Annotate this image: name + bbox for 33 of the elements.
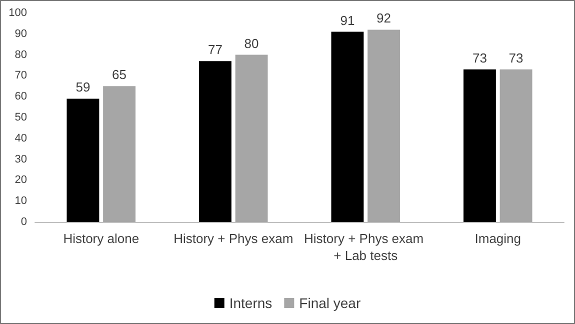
data-label: 92 (376, 10, 392, 26)
y-tick-label: 0 (20, 216, 27, 228)
x-tick-label: History alone (63, 231, 140, 246)
data-label: 73 (508, 50, 524, 66)
y-tick-label: 100 (8, 7, 27, 19)
y-tick-label: 70 (14, 70, 27, 82)
data-label: 73 (472, 50, 487, 66)
bar (235, 54, 268, 222)
legend-label: Final year (299, 295, 361, 311)
data-label: 91 (340, 12, 355, 28)
bar (66, 98, 100, 222)
y-tick-label: 40 (14, 132, 27, 144)
y-tick-label: 30 (14, 153, 27, 166)
bar (500, 69, 532, 222)
y-tick-label: 50 (14, 112, 27, 124)
data-label: 65 (112, 67, 127, 82)
x-tick-label: History + Phys exam + Lab tests (304, 231, 428, 263)
data-label: 77 (208, 42, 222, 58)
legend-label: Interns (229, 295, 272, 311)
y-tick-label: 80 (14, 48, 27, 61)
bar (103, 86, 136, 222)
y-tick-label: 10 (14, 195, 27, 208)
bar (331, 32, 364, 222)
x-tick-label: Imaging (474, 231, 521, 246)
data-label: 59 (76, 80, 90, 95)
y-tick-label: 20 (14, 174, 27, 186)
y-tick-label: 90 (14, 28, 27, 40)
data-label: 80 (244, 36, 259, 51)
bar (463, 69, 496, 222)
x-tick-label: History + Phys exam (174, 231, 294, 246)
y-tick-label: 60 (14, 90, 27, 103)
bar (198, 61, 232, 222)
bar (368, 30, 400, 222)
